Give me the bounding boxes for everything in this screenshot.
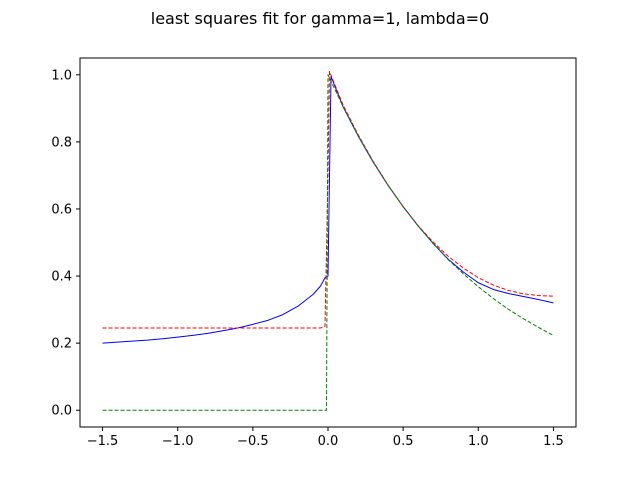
- x-tick-label: 0.5: [393, 434, 414, 449]
- chart-title: least squares fit for gamma=1, lambda=0: [151, 9, 489, 28]
- y-tick-label: 0.0: [51, 404, 72, 419]
- y-tick-label: 0.8: [51, 135, 72, 150]
- series-line-0: [102, 75, 554, 344]
- y-tick-label: 1.0: [51, 68, 72, 83]
- x-axis: −1.5 −1.0 −0.5 0.0 0.5 1.0 1.5: [87, 427, 564, 449]
- x-tick-label: −1.0: [162, 434, 194, 449]
- x-tick-label: 0.0: [318, 434, 339, 449]
- x-tick-label: −1.5: [87, 434, 119, 449]
- y-tick-label: 0.4: [51, 270, 72, 285]
- y-axis: 0.0 0.2 0.4 0.6 0.8 1.0: [51, 68, 80, 419]
- y-tick-label: 0.2: [51, 337, 72, 352]
- x-tick-label: 1.0: [468, 434, 489, 449]
- lines-layer: [102, 70, 554, 411]
- y-tick-label: 0.6: [51, 202, 72, 217]
- x-tick-label: −0.5: [237, 434, 269, 449]
- x-tick-label: 1.5: [543, 434, 564, 449]
- series-line-2: [102, 74, 554, 411]
